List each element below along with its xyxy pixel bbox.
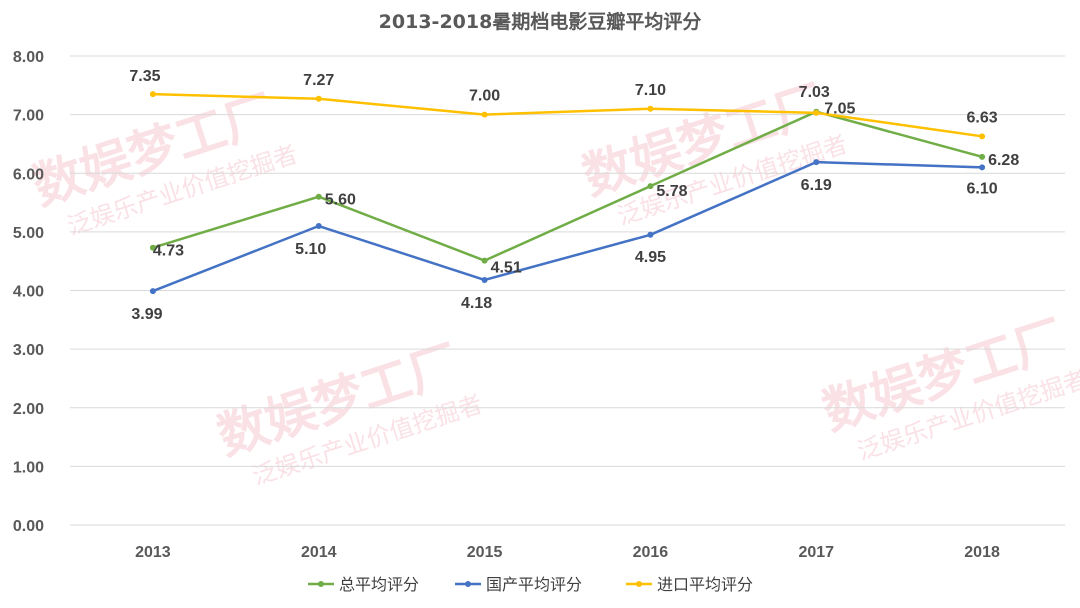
x-tick-label: 2015: [467, 544, 503, 561]
data-label: 6.10: [967, 180, 998, 197]
data-point: [481, 257, 488, 264]
x-tick-label: 2013: [135, 544, 171, 561]
x-tick-label: 2017: [798, 544, 834, 561]
watermark: 数娱梦工厂 泛娱乐产业价值挖掘者: [26, 84, 301, 241]
y-tick-label: 0.00: [13, 518, 44, 535]
watermark: 数娱梦工厂 泛娱乐产业价值挖掘者: [211, 334, 486, 491]
data-point: [481, 276, 488, 283]
data-point: [979, 164, 986, 171]
series-lines: [149, 91, 986, 295]
data-label: 4.95: [635, 249, 666, 266]
data-label: 6.28: [988, 152, 1019, 169]
data-label: 6.19: [801, 177, 832, 194]
data-label: 5.10: [295, 241, 326, 258]
legend-swatch-marker: [636, 581, 642, 587]
legend-entry-label: 进口平均评分: [657, 575, 753, 594]
y-tick-label: 1.00: [13, 459, 44, 476]
data-label: 7.10: [635, 82, 666, 99]
data-point: [315, 223, 322, 230]
y-axis-ticks: 0.00 1.00 2.00 3.00 4.00 5.00 6.00 7.00 8.00: [13, 49, 44, 535]
gridlines: [70, 55, 1065, 526]
data-point: [647, 231, 654, 238]
y-tick-label: 7.00: [13, 108, 44, 125]
data-labels: 4.73 5.60 4.51 5.78 7.05 6.28 3.99 5.10 4.18 4.95…: [129, 68, 1019, 323]
legend-swatch-marker: [465, 581, 471, 587]
legend: 总平均评分 国产平均评分 进口平均评分: [308, 575, 753, 594]
data-label: 4.73: [153, 243, 184, 260]
y-tick-label: 6.00: [13, 166, 44, 183]
data-point: [481, 111, 488, 118]
data-label: 5.78: [656, 183, 687, 200]
data-point: [149, 288, 156, 295]
data-point: [315, 193, 322, 200]
legend-swatch-marker: [318, 581, 324, 587]
data-point: [813, 159, 820, 166]
y-tick-label: 8.00: [13, 49, 44, 66]
watermark: 数娱梦工厂 泛娱乐产业价值挖掘者: [816, 309, 1080, 466]
watermark-group: 数娱梦工厂 泛娱乐产业价值挖掘者 数娱梦工厂 泛娱乐产业价值挖掘者 数娱梦工厂 …: [26, 74, 1080, 491]
data-point: [315, 95, 322, 102]
data-label: 4.51: [491, 260, 522, 277]
x-axis-ticks: 2013 2014 2015 2016 2017 2018: [135, 544, 1000, 561]
y-tick-label: 5.00: [13, 225, 44, 242]
data-point: [149, 244, 156, 251]
data-point: [979, 153, 986, 160]
legend-entry-label: 总平均评分: [339, 575, 419, 594]
chart-title: 2013-2018暑期档电影豆瓣平均评分: [379, 10, 702, 33]
x-tick-label: 2018: [964, 544, 1000, 561]
data-point: [149, 91, 156, 98]
data-label: 7.27: [303, 72, 334, 89]
series-line: [152, 160, 983, 293]
y-tick-label: 2.00: [13, 401, 44, 418]
x-tick-label: 2016: [633, 544, 669, 561]
series-line: [152, 110, 983, 262]
y-tick-label: 3.00: [13, 342, 44, 359]
data-point: [647, 183, 654, 190]
data-label: 7.03: [799, 84, 830, 101]
data-label: 5.60: [325, 192, 356, 209]
x-tick-label: 2014: [301, 544, 337, 561]
data-point: [647, 105, 654, 112]
data-point: [813, 109, 820, 116]
data-label: 4.18: [461, 295, 492, 312]
data-label: 3.99: [131, 306, 162, 323]
data-label: 7.00: [469, 88, 500, 105]
series-line: [152, 92, 983, 138]
data-label: 7.35: [129, 68, 160, 85]
data-label: 7.05: [824, 101, 855, 118]
data-point: [979, 133, 986, 140]
y-tick-label: 4.00: [13, 284, 44, 301]
legend-entry-label: 国产平均评分: [486, 575, 582, 594]
data-label: 6.63: [967, 109, 998, 126]
